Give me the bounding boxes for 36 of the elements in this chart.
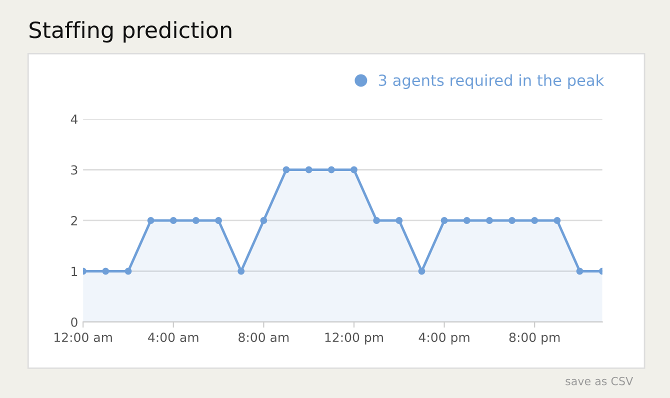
legend-label: 3 agents required in the peak xyxy=(378,74,604,90)
point xyxy=(192,217,200,224)
y-tick-label: 4 xyxy=(70,114,78,124)
point xyxy=(124,268,132,275)
point xyxy=(418,268,426,275)
y-tick-label: 3 xyxy=(71,165,78,175)
point xyxy=(554,217,561,224)
y-tick-label: 1 xyxy=(72,266,78,276)
point xyxy=(350,166,358,174)
point xyxy=(440,217,448,224)
point xyxy=(238,268,245,275)
point xyxy=(531,217,538,224)
point xyxy=(463,217,470,224)
x-tick-label: 8:00 am xyxy=(238,332,289,342)
point xyxy=(486,217,493,224)
point xyxy=(215,217,222,224)
point xyxy=(328,166,335,174)
chart-title: Staffing prediction xyxy=(30,21,232,43)
y-tick-label: 0 xyxy=(71,317,78,327)
x-tick-label: 4:00 pm xyxy=(418,332,470,344)
x-tick-label: 12:00 am xyxy=(54,332,112,342)
point xyxy=(260,217,268,224)
point xyxy=(373,217,380,224)
point xyxy=(147,217,154,224)
y-tick-label: 2 xyxy=(71,216,77,226)
x-tick-label: 12:00 pm xyxy=(325,332,383,344)
point xyxy=(102,268,110,275)
point xyxy=(305,166,312,174)
x-tick-label: 8:00 pm xyxy=(509,332,560,344)
point xyxy=(508,217,516,224)
x-tick-label: 4:00 am xyxy=(148,332,198,342)
point xyxy=(576,268,584,275)
point xyxy=(170,217,177,224)
text: save as CSV xyxy=(566,376,634,386)
point xyxy=(282,166,290,174)
point xyxy=(396,217,403,224)
